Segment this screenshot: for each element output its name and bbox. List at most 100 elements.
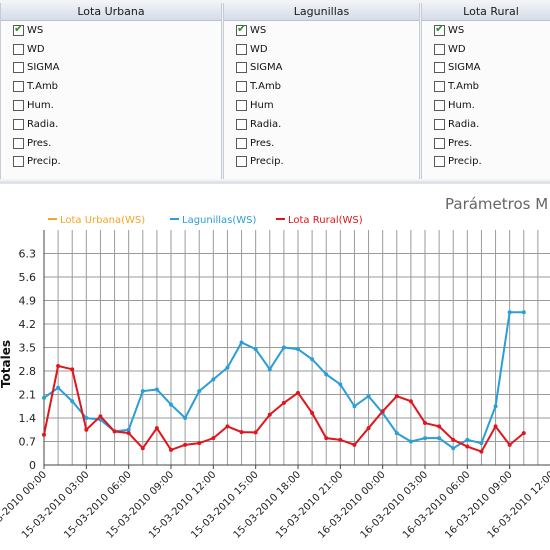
legend-item[interactable]: Lota Rural(WS) [276, 215, 363, 226]
param-checkbox[interactable] [434, 118, 445, 130]
param-checkbox[interactable] [434, 81, 445, 93]
data-point[interactable] [42, 432, 46, 437]
data-point[interactable] [126, 427, 131, 432]
legend-item[interactable]: Lota Urbana(WS) [48, 215, 145, 226]
param-option[interactable]: Pres. [422, 134, 550, 153]
data-point[interactable] [253, 347, 258, 352]
data-point[interactable] [408, 439, 413, 444]
data-point[interactable] [169, 447, 173, 452]
data-point[interactable] [84, 416, 89, 420]
legend-item[interactable]: Lagunillas(WS) [170, 215, 257, 226]
data-point[interactable] [408, 399, 413, 404]
param-checkbox[interactable] [13, 62, 24, 74]
param-checkbox[interactable] [13, 43, 24, 55]
param-checkbox[interactable] [434, 22, 445, 36]
data-point[interactable] [281, 400, 286, 405]
data-point[interactable] [70, 367, 75, 372]
data-point[interactable] [169, 402, 173, 407]
data-point[interactable] [423, 436, 427, 441]
data-point[interactable] [197, 441, 202, 446]
data-point[interactable] [140, 389, 145, 394]
data-point[interactable] [239, 340, 244, 345]
param-checkbox[interactable] [13, 22, 24, 36]
data-point[interactable] [56, 385, 61, 390]
data-point[interactable] [423, 421, 427, 426]
data-point[interactable] [56, 363, 61, 368]
param-option[interactable]: Precip. [224, 153, 419, 172]
param-checkbox[interactable] [236, 100, 247, 112]
data-point[interactable] [507, 310, 512, 315]
param-checkbox[interactable] [236, 137, 247, 149]
param-option[interactable]: WS [224, 21, 419, 40]
data-point[interactable] [437, 436, 442, 441]
data-point[interactable] [493, 404, 498, 409]
data-point[interactable] [493, 424, 498, 429]
data-point[interactable] [310, 357, 315, 362]
data-point[interactable] [140, 446, 145, 451]
param-option[interactable]: Precip. [1, 153, 221, 172]
data-point[interactable] [211, 436, 216, 441]
param-checkbox[interactable] [236, 118, 247, 130]
data-point[interactable] [451, 437, 456, 442]
param-option[interactable]: Radia. [422, 115, 550, 134]
data-point[interactable] [112, 429, 117, 434]
param-option[interactable]: SIGMA [224, 59, 419, 78]
param-option[interactable]: Pres. [224, 134, 419, 153]
data-point[interactable] [521, 310, 526, 315]
param-checkbox[interactable] [434, 156, 445, 168]
data-point[interactable] [225, 365, 230, 370]
param-option[interactable]: Pres. [1, 134, 221, 153]
data-point[interactable] [154, 387, 159, 392]
param-option[interactable]: WD [422, 40, 550, 59]
param-checkbox[interactable] [434, 43, 445, 55]
data-point[interactable] [437, 424, 442, 429]
data-point[interactable] [521, 431, 526, 436]
data-point[interactable] [479, 441, 484, 446]
data-point[interactable] [98, 414, 103, 419]
param-option[interactable]: SIGMA [422, 59, 550, 78]
data-point[interactable] [281, 345, 286, 350]
data-point[interactable] [211, 377, 216, 382]
data-point[interactable] [338, 382, 343, 387]
data-point[interactable] [324, 372, 329, 377]
data-point[interactable] [465, 444, 470, 449]
data-point[interactable] [507, 442, 512, 447]
data-point[interactable] [380, 409, 385, 414]
data-point[interactable] [267, 412, 272, 417]
data-point[interactable] [394, 394, 399, 399]
data-point[interactable] [296, 390, 300, 395]
data-point[interactable] [197, 389, 202, 394]
param-option[interactable]: Radia. [224, 115, 419, 134]
param-checkbox[interactable] [236, 81, 247, 93]
data-point[interactable] [310, 410, 315, 415]
data-point[interactable] [183, 442, 188, 447]
param-option[interactable]: Radia. [1, 115, 221, 134]
param-checkbox[interactable] [13, 81, 24, 93]
param-checkbox[interactable] [13, 137, 24, 149]
data-point[interactable] [324, 436, 329, 441]
param-checkbox[interactable] [13, 118, 24, 130]
data-point[interactable] [451, 446, 456, 451]
data-point[interactable] [267, 367, 272, 372]
param-checkbox[interactable] [434, 62, 445, 74]
data-point[interactable] [296, 347, 300, 352]
param-option[interactable]: Hum. [422, 96, 550, 115]
param-checkbox[interactable] [236, 22, 247, 36]
data-point[interactable] [394, 431, 399, 436]
param-option[interactable]: Hum [224, 96, 419, 115]
param-checkbox[interactable] [434, 137, 445, 149]
data-point[interactable] [465, 437, 470, 442]
data-point[interactable] [338, 437, 343, 442]
data-point[interactable] [183, 416, 188, 420]
param-checkbox[interactable] [236, 43, 247, 55]
data-point[interactable] [352, 442, 357, 447]
param-checkbox[interactable] [13, 156, 24, 168]
param-option[interactable]: WS [1, 21, 221, 40]
data-point[interactable] [366, 426, 371, 431]
data-point[interactable] [239, 430, 244, 435]
data-point[interactable] [352, 404, 357, 409]
param-option[interactable]: T.Amb [1, 77, 221, 96]
param-option[interactable]: WS [422, 21, 550, 40]
param-checkbox[interactable] [236, 156, 247, 168]
param-option[interactable]: WD [1, 40, 221, 59]
